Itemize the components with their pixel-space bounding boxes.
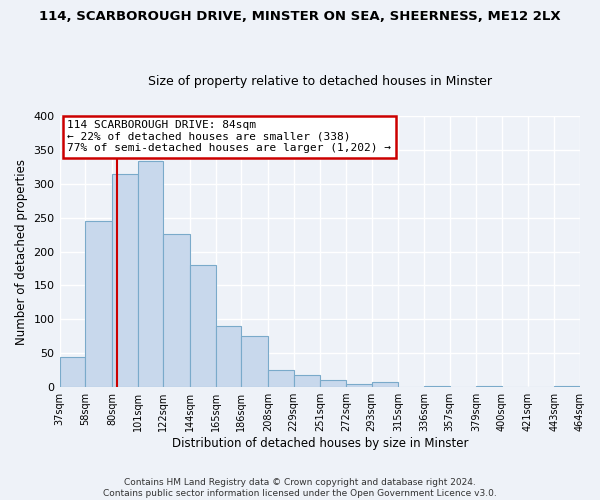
Bar — [241, 336, 268, 387]
Bar — [554, 386, 580, 387]
Bar — [346, 384, 371, 387]
Bar — [293, 375, 320, 387]
Bar — [163, 234, 190, 387]
Bar — [320, 380, 346, 387]
Title: Size of property relative to detached houses in Minster: Size of property relative to detached ho… — [148, 76, 492, 88]
Bar — [424, 386, 449, 387]
X-axis label: Distribution of detached houses by size in Minster: Distribution of detached houses by size … — [172, 437, 468, 450]
Bar — [190, 265, 215, 387]
Bar — [112, 174, 137, 387]
Y-axis label: Number of detached properties: Number of detached properties — [15, 158, 28, 344]
Text: Contains HM Land Registry data © Crown copyright and database right 2024.
Contai: Contains HM Land Registry data © Crown c… — [103, 478, 497, 498]
Bar — [85, 221, 112, 387]
Bar — [215, 326, 241, 387]
Bar — [476, 386, 502, 387]
Bar — [371, 382, 398, 387]
Text: 114, SCARBOROUGH DRIVE, MINSTER ON SEA, SHEERNESS, ME12 2LX: 114, SCARBOROUGH DRIVE, MINSTER ON SEA, … — [39, 10, 561, 23]
Bar — [268, 370, 293, 387]
Bar — [137, 162, 163, 387]
Bar — [59, 358, 85, 387]
Text: 114 SCARBOROUGH DRIVE: 84sqm
← 22% of detached houses are smaller (338)
77% of s: 114 SCARBOROUGH DRIVE: 84sqm ← 22% of de… — [67, 120, 391, 154]
